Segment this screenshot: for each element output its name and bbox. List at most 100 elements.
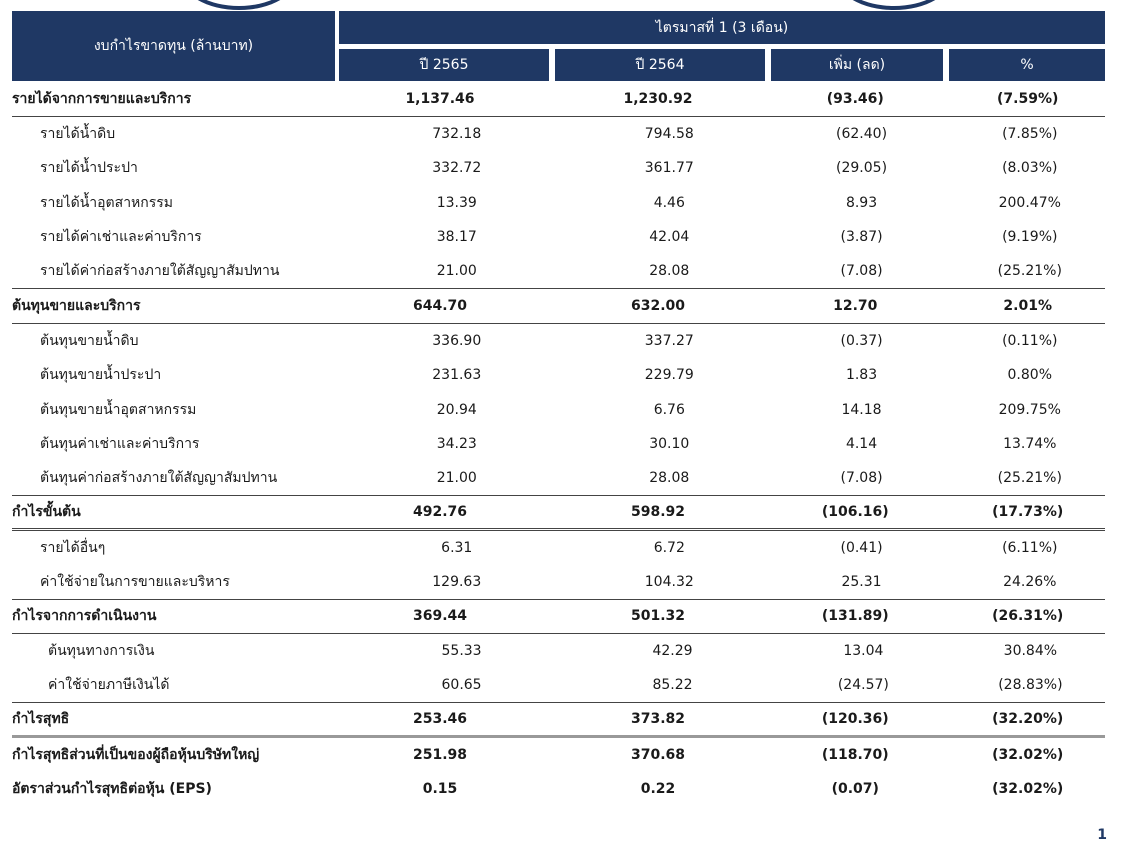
- row-label: รายได้จากการขายและบริการ: [12, 90, 192, 107]
- row-label: รายได้ค่าก่อสร้างภายใต้สัญญาสัมปทาน: [40, 263, 280, 280]
- value-2564: 30.10: [649, 436, 690, 453]
- row-label: รายได้น้ำอุตสาหกรรม: [40, 194, 174, 211]
- column-header-year-2564: ปี 2564: [555, 49, 765, 81]
- table-row: ต้นทุนขายน้ำประปา 231.63 229.79 1.83 0.80%: [12, 358, 1105, 393]
- value-percent: 13.74%: [1003, 436, 1057, 453]
- value-change: (0.37): [840, 332, 883, 349]
- table-row: รายได้น้ำประปา 332.72 361.77 (29.05) (8.03%): [12, 151, 1105, 186]
- value-change: 8.93: [845, 194, 878, 211]
- value-percent: (25.21%): [997, 263, 1062, 280]
- value-2565: 20.94: [436, 401, 477, 418]
- value-change: (120.36): [821, 710, 889, 727]
- row-label-header-text: งบกำไรขาดทุน (ล้านบาท): [93, 38, 254, 54]
- value-2565: 251.98: [412, 746, 467, 763]
- value-2564: 337.27: [644, 332, 694, 349]
- value-percent: (28.83%): [998, 677, 1063, 694]
- value-percent: (0.11%): [1002, 332, 1058, 349]
- table-row: กำไรสุทธิ 253.46 373.82 (120.36) (32.20%): [12, 703, 1105, 738]
- value-change: (7.08): [840, 263, 883, 280]
- value-change: (29.05): [836, 160, 888, 177]
- value-change: 14.18: [841, 401, 882, 418]
- value-2564: 28.08: [649, 263, 690, 280]
- value-2564: 42.29: [652, 643, 693, 660]
- value-2565: 0.15: [422, 781, 458, 798]
- table-row: ต้นทุนค่าเช่าและค่าบริการ 34.23 30.10 4.14 1…: [12, 427, 1105, 462]
- row-label-header: งบกำไรขาดทุน (ล้านบาท): [12, 11, 335, 81]
- value-change: (0.07): [831, 781, 879, 798]
- value-2565: 336.90: [432, 332, 482, 349]
- row-label: ค่าใช้จ่ายในการขายและบริหาร: [40, 573, 230, 590]
- value-change: 13.04: [843, 643, 884, 660]
- table-row: ต้นทุนขายและบริการ 644.70 632.00 12.70 2.01%: [12, 289, 1105, 324]
- value-2565: 6.31: [441, 539, 473, 556]
- value-change: (62.40): [836, 125, 888, 142]
- row-label: รายได้ค่าเช่าและค่าบริการ: [40, 229, 202, 246]
- value-2565: 21.00: [436, 263, 477, 280]
- column-header-label: %: [1020, 57, 1034, 73]
- table-row: รายได้น้ำดิบ 732.18 794.58 (62.40) (7.85%): [12, 117, 1105, 152]
- value-change: (24.57): [837, 677, 889, 694]
- value-percent: 0.80%: [1007, 367, 1052, 384]
- table-row: กำไรสุทธิส่วนที่เป็นของผู้ถือหุ้นบริษัทใ…: [12, 738, 1105, 773]
- value-2565: 60.65: [441, 677, 482, 694]
- row-label: อัตราส่วนกำไรสุทธิต่อหุ้น (EPS): [12, 781, 212, 798]
- value-2564: 501.32: [631, 608, 686, 625]
- value-2565: 1,137.46: [405, 90, 475, 107]
- value-change: (3.87): [840, 229, 883, 246]
- decorative-arc-left: [180, 0, 298, 10]
- value-2564: 104.32: [644, 573, 694, 590]
- row-label: รายได้น้ำดิบ: [40, 125, 116, 142]
- value-2564: 0.22: [640, 781, 676, 798]
- column-header-label: ปี 2565: [419, 57, 469, 73]
- table-row: กำไรขั้นต้น 492.76 598.92 (106.16) (17.73%): [12, 496, 1105, 531]
- value-2564: 85.22: [652, 677, 693, 694]
- value-2564: 6.72: [653, 539, 685, 556]
- table-row: อัตราส่วนกำไรสุทธิต่อหุ้น (EPS) 0.15 0.22 (…: [12, 772, 1105, 807]
- value-percent: (17.73%): [992, 503, 1064, 520]
- table-row: รายได้ค่าก่อสร้างภายใต้สัญญาสัมปทาน 21.00…: [12, 255, 1105, 289]
- column-header-change: เพิ่ม (ลด): [771, 49, 943, 81]
- value-2564: 370.68: [631, 746, 686, 763]
- value-2564: 598.92: [631, 503, 686, 520]
- income-statement-table: รายได้จากการขายและบริการ 1,137.46 1,230.92…: [12, 82, 1105, 807]
- period-header-text: ไตรมาสที่ 1 (3 เดือน): [655, 19, 789, 36]
- row-label: ต้นทุนค่าเช่าและค่าบริการ: [40, 436, 200, 453]
- value-percent: 30.84%: [1003, 643, 1058, 660]
- value-percent: (7.59%): [997, 90, 1059, 107]
- value-percent: (32.20%): [992, 710, 1064, 727]
- table-row: ต้นทุนขายน้ำอุตสาหกรรม 20.94 6.76 14.18 209.…: [12, 393, 1105, 428]
- value-change: (106.16): [821, 503, 889, 520]
- row-label: ต้นทุนขายและบริการ: [12, 297, 141, 314]
- value-percent: (8.03%): [1002, 160, 1058, 177]
- value-2564: 4.46: [653, 194, 685, 211]
- column-header-label: เพิ่ม (ลด): [828, 57, 886, 73]
- value-percent: 2.01%: [1003, 297, 1052, 314]
- value-change: 1.83: [845, 367, 878, 384]
- value-2565: 732.18: [432, 125, 482, 142]
- page-number: 1: [1097, 827, 1107, 843]
- decorative-arc-right: [835, 0, 953, 10]
- row-label: กำไรสุทธิส่วนที่เป็นของผู้ถือหุ้นบริษัทใ…: [12, 746, 260, 763]
- row-label: กำไรจากการดำเนินงาน: [12, 608, 157, 625]
- table-row: รายได้ค่าเช่าและค่าบริการ 38.17 42.04 (3.87…: [12, 220, 1105, 255]
- value-2565: 332.72: [432, 160, 482, 177]
- value-2564: 42.04: [649, 229, 690, 246]
- table-row: รายได้น้ำอุตสาหกรรม 13.39 4.46 8.93 200.47%: [12, 186, 1105, 221]
- value-percent: (25.21%): [997, 470, 1062, 487]
- value-change: 25.31: [841, 573, 882, 590]
- value-2564: 373.82: [631, 710, 686, 727]
- table-row: ค่าใช้จ่ายภาษีเงินได้ 60.65 85.22 (24.57) (2…: [12, 669, 1105, 703]
- value-change: 12.70: [833, 297, 878, 314]
- period-header: ไตรมาสที่ 1 (3 เดือน): [339, 11, 1105, 44]
- value-percent: (32.02%): [992, 746, 1064, 763]
- column-header-year-2565: ปี 2565: [339, 49, 549, 81]
- value-percent: 209.75%: [998, 401, 1061, 418]
- value-2565: 369.44: [412, 608, 467, 625]
- value-2565: 492.76: [412, 503, 467, 520]
- value-2564: 794.58: [644, 125, 694, 142]
- value-2564: 361.77: [644, 160, 694, 177]
- value-change: (93.46): [826, 90, 884, 107]
- value-percent: (9.19%): [1002, 229, 1058, 246]
- value-2565: 38.17: [436, 229, 477, 246]
- table-row: กำไรจากการดำเนินงาน 369.44 501.32 (131.89) (…: [12, 600, 1105, 634]
